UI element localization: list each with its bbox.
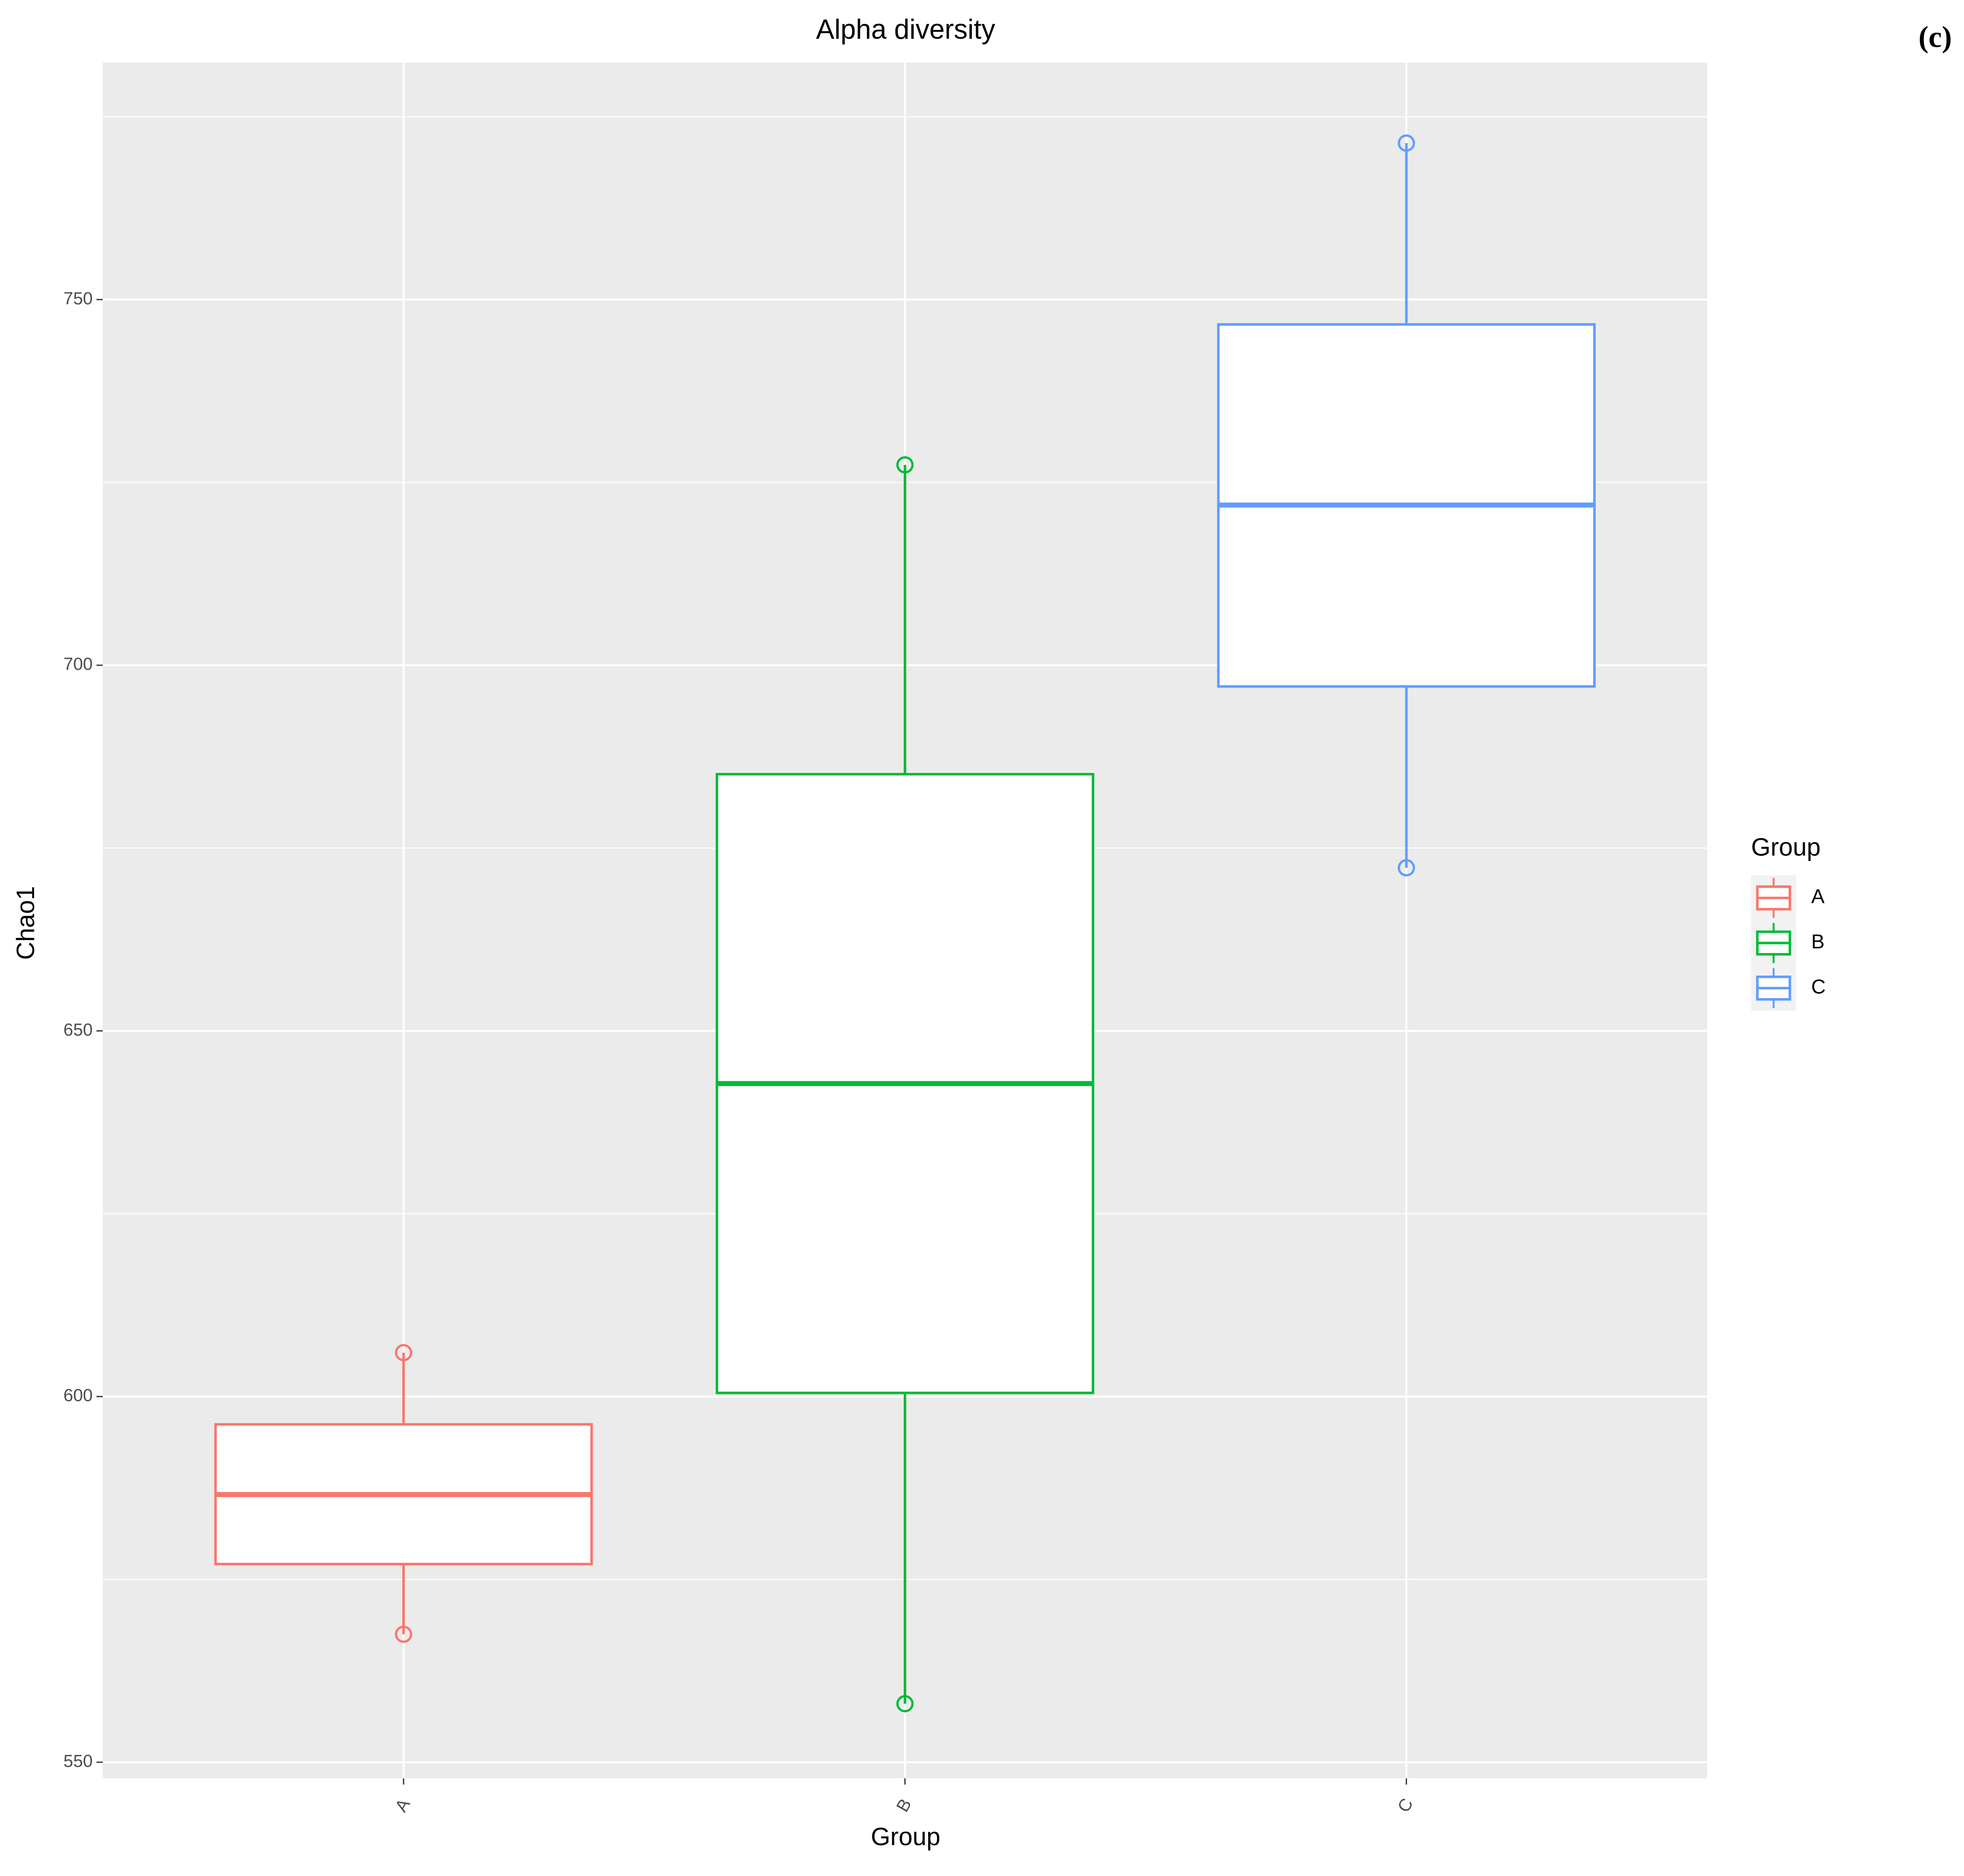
y-tick-label: 650 <box>64 1020 93 1040</box>
y-tick-label: 700 <box>64 655 93 674</box>
extreme-point <box>896 456 914 474</box>
extreme-point <box>395 1626 413 1643</box>
extreme-point <box>1398 859 1415 877</box>
x-tick-label: A <box>391 1795 414 1816</box>
y-axis-label: Chao1 <box>12 886 40 960</box>
extreme-point <box>395 1344 413 1362</box>
y-tick-label: 750 <box>64 289 93 308</box>
x-axis-label: Group <box>871 1823 940 1851</box>
legend-label: A <box>1811 886 1825 908</box>
legend-title: Group <box>1751 833 1820 861</box>
legend-label: C <box>1811 976 1825 998</box>
y-tick-label: 600 <box>64 1386 93 1406</box>
chart-title: Alpha diversity <box>816 14 995 45</box>
panel-tag: (c) <box>1918 21 1952 54</box>
extreme-point <box>1398 134 1415 152</box>
extreme-point <box>896 1695 914 1713</box>
y-tick-label: 550 <box>64 1752 93 1771</box>
legend-label: B <box>1811 931 1825 953</box>
x-tick-label: C <box>1394 1795 1417 1816</box>
x-tick-label: B <box>893 1795 915 1815</box>
